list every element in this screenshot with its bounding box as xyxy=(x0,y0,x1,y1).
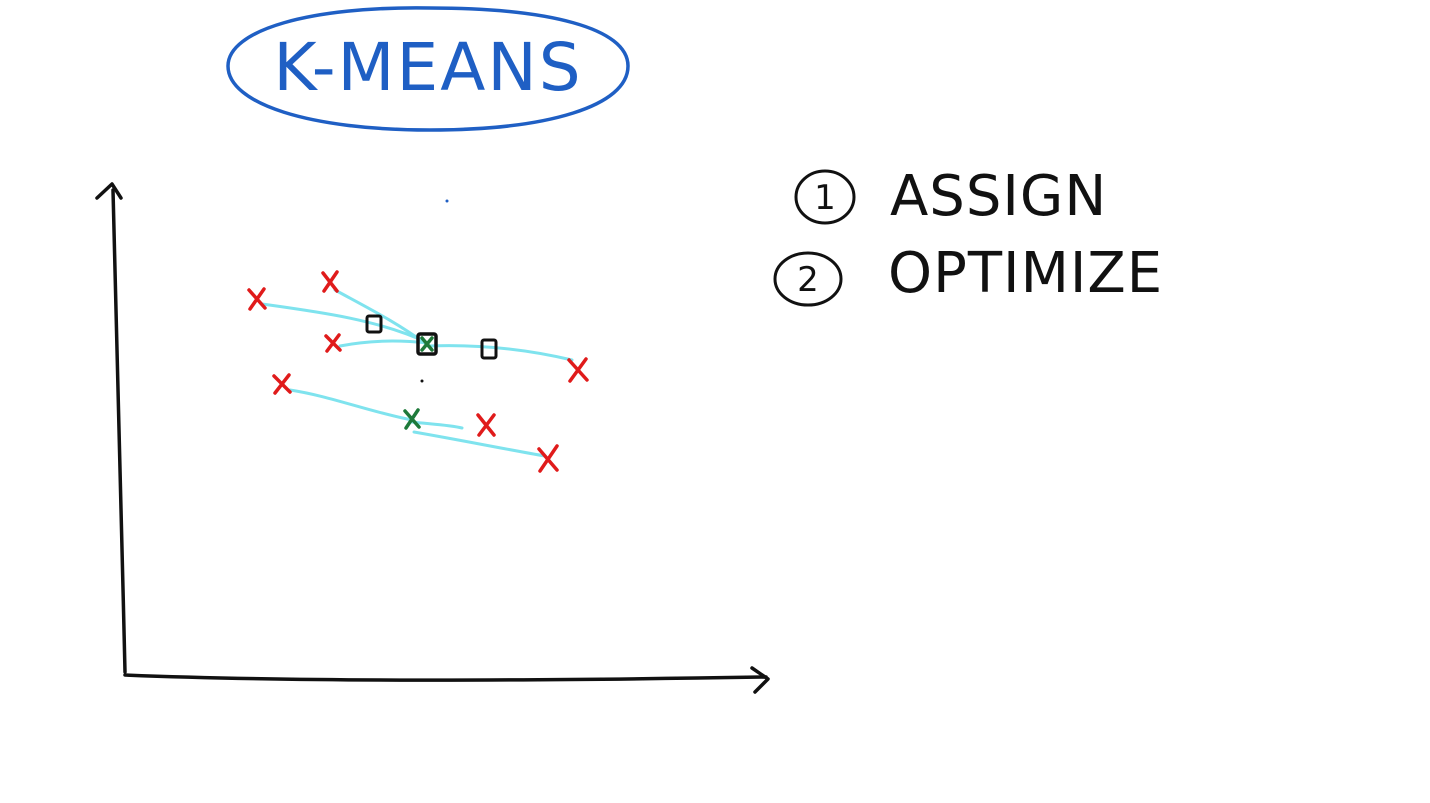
step-number-circle xyxy=(794,169,856,225)
red-x-mark-icon xyxy=(537,444,559,473)
stray-dot xyxy=(445,199,449,203)
step-label: ASSIGN xyxy=(890,164,1107,229)
step-label: OPTIMIZE xyxy=(888,241,1163,306)
red-x-mark-icon xyxy=(247,287,267,311)
x-axis-arrowhead xyxy=(750,666,770,694)
red-x-mark-icon xyxy=(567,357,589,383)
red-x-mark-icon xyxy=(272,373,292,395)
green-x-mark-icon xyxy=(420,336,434,352)
axes xyxy=(95,182,770,694)
step-number: 1 xyxy=(814,178,836,218)
assignment-lines xyxy=(260,288,574,458)
black-square-icon xyxy=(416,332,438,356)
red-x-mark-icon xyxy=(321,270,339,293)
stray-dot xyxy=(420,379,424,383)
step-item: 2 OPTIMIZE xyxy=(773,241,1163,307)
red-x-mark-icon xyxy=(324,333,342,353)
data-points xyxy=(247,270,589,473)
step-item: 1 ASSIGN xyxy=(794,164,1107,229)
step-number-circle xyxy=(773,251,843,307)
title-bubble: K-MEANS xyxy=(226,6,630,132)
y-axis-arrowhead xyxy=(95,182,123,200)
steps-list: 1 ASSIGN 2 OPTIMIZE xyxy=(773,164,1163,307)
black-square-icon xyxy=(365,314,383,334)
cluster-centers xyxy=(403,336,434,430)
green-x-mark-icon xyxy=(403,408,421,430)
black-square-icon xyxy=(480,338,498,360)
y-axis xyxy=(111,188,127,674)
red-x-mark-icon xyxy=(476,413,496,437)
x-axis xyxy=(123,673,768,682)
title-text: K-MEANS xyxy=(273,29,582,106)
step-number: 2 xyxy=(797,260,819,300)
center-history xyxy=(365,314,498,360)
